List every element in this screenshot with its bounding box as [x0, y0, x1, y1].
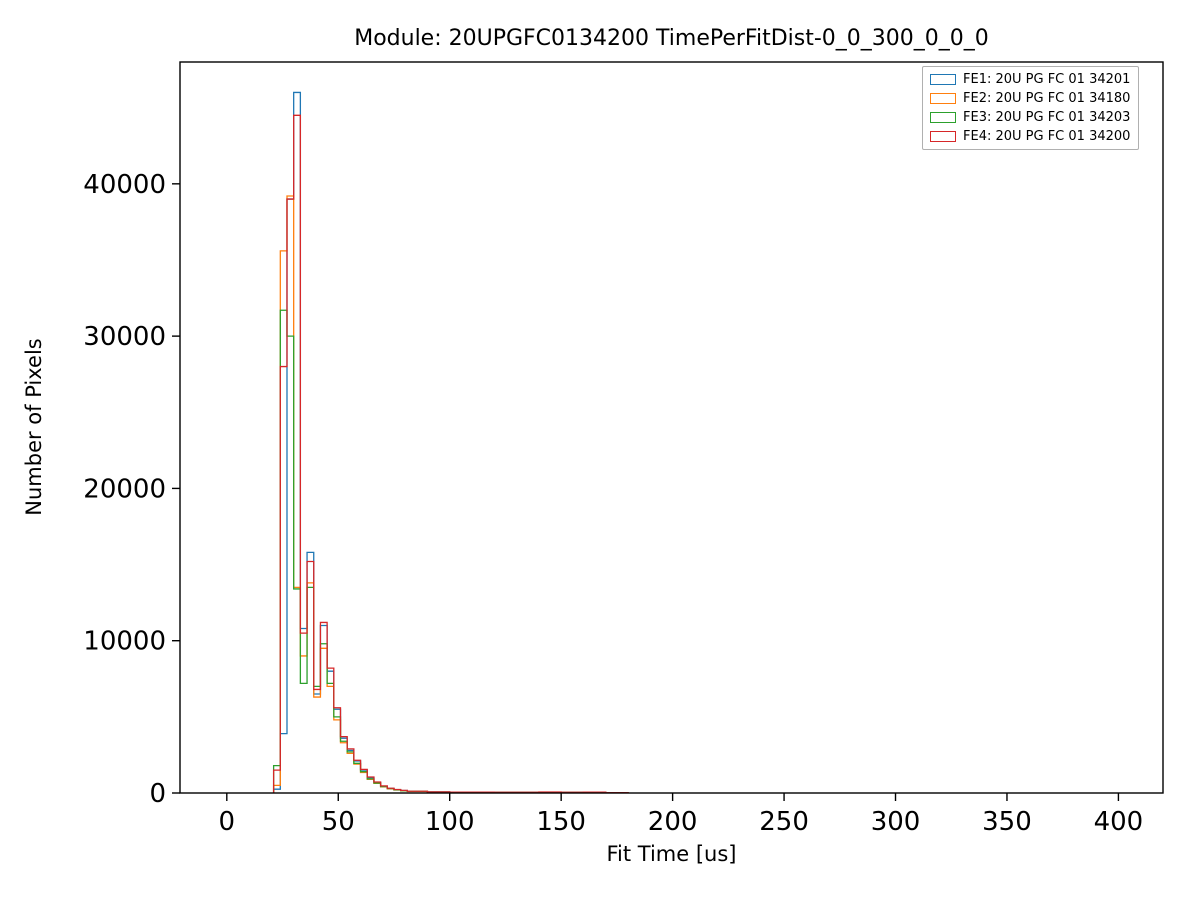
legend-swatch-fe2: [930, 93, 956, 104]
legend-swatch-fe1: [930, 74, 956, 85]
histogram-series-1: [272, 91, 629, 794]
histogram-series-4: [272, 114, 629, 794]
x-tick-label: 0: [219, 807, 236, 837]
legend-label-fe1: FE1: 20U PG FC 01 34201: [963, 72, 1131, 87]
legend-item-fe4: FE4: 20U PG FC 01 34200: [930, 129, 1130, 144]
legend-label-fe4: FE4: 20U PG FC 01 34200: [963, 129, 1131, 144]
histogram-series-2: [272, 195, 629, 794]
y-tick-label: 30000: [83, 322, 166, 352]
legend-swatch-fe3: [930, 112, 956, 123]
chart-title: Module: 20UPGFC0134200 TimePerFitDist-0_…: [354, 26, 989, 51]
axes-box: [179, 61, 1164, 794]
legend: FE1: 20U PG FC 01 34201 FE2: 20U PG FC 0…: [922, 66, 1140, 150]
x-tick-label: 300: [871, 807, 921, 837]
legend-item-fe1: FE1: 20U PG FC 01 34201: [930, 72, 1130, 87]
x-axis-label: Fit Time [us]: [606, 842, 737, 866]
y-tick-label: 0: [149, 779, 166, 809]
x-tick-label: 250: [759, 807, 809, 837]
x-tick-label: 350: [982, 807, 1032, 837]
legend-swatch-fe4: [930, 131, 956, 142]
y-tick-label: 40000: [83, 170, 166, 200]
x-tick-label: 200: [648, 807, 698, 837]
x-tick-label: 400: [1094, 807, 1144, 837]
x-tick-label: 50: [322, 807, 355, 837]
legend-item-fe2: FE2: 20U PG FC 01 34180: [930, 91, 1130, 106]
y-tick-label: 20000: [83, 474, 166, 504]
y-tick-label: 10000: [83, 627, 166, 657]
legend-item-fe3: FE3: 20U PG FC 01 34203: [930, 110, 1130, 125]
y-axis-label: Number of Pixels: [22, 338, 46, 516]
x-tick-label: 100: [425, 807, 475, 837]
x-tick-label: 150: [536, 807, 586, 837]
legend-label-fe3: FE3: 20U PG FC 01 34203: [963, 110, 1131, 125]
legend-label-fe2: FE2: 20U PG FC 01 34180: [963, 91, 1131, 106]
histogram-series-3: [272, 309, 629, 794]
